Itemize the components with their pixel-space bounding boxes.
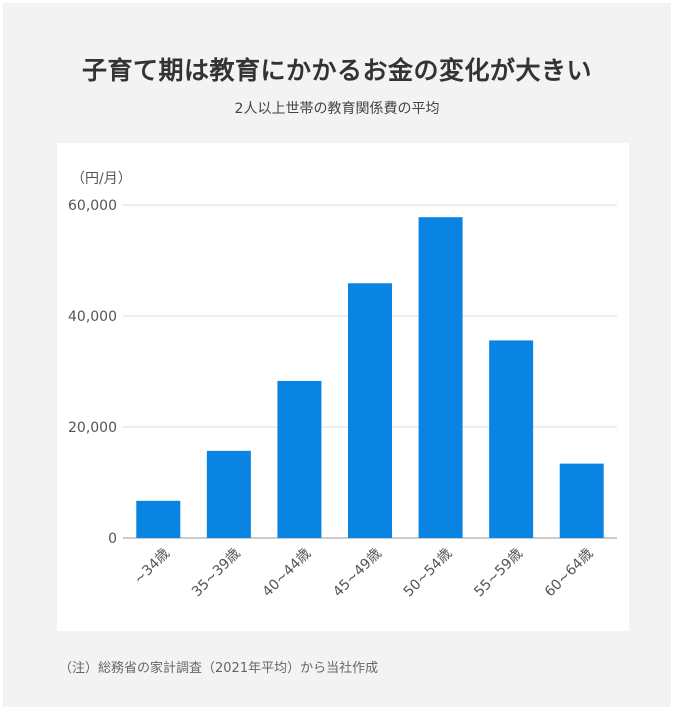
x-axis-ticks: ~34歳 35~39歳 40~44歳 45~49歳 50~54歳 55~59歳 60~64歳 xyxy=(131,546,597,601)
bar xyxy=(277,380,322,538)
x-tick-label: 60~64歳 xyxy=(542,546,597,601)
x-tick-label: 55~59歳 xyxy=(471,546,526,601)
x-tick-label: 40~44歳 xyxy=(260,546,315,601)
y-tick-label: 0 xyxy=(108,531,117,547)
bar xyxy=(348,283,392,538)
x-tick-label: 35~39歳 xyxy=(189,546,244,601)
bar xyxy=(489,340,534,538)
y-unit-label: （円/月） xyxy=(71,171,132,187)
bar xyxy=(559,463,604,538)
chart-card: 子育て期は教育にかかるお金の変化が大きい 2人以上世帯の教育関係費の平均 （円/… xyxy=(3,3,671,707)
chart-title: 子育て期は教育にかかるお金の変化が大きい xyxy=(81,56,592,85)
y-axis-ticks: 0 20,000 40,000 60,000 xyxy=(68,198,117,547)
plot-panel: （円/月） 0 20,000 40,000 60,000 ~34歳 35~39歳 40~4… xyxy=(57,143,629,631)
source-note: （注）総務省の家計調査（2021年平均）から当社作成 xyxy=(59,661,379,676)
bar xyxy=(418,217,463,538)
bar-chart: （円/月） 0 20,000 40,000 60,000 ~34歳 35~39歳 40~4… xyxy=(68,171,617,601)
x-tick-label: 45~49歳 xyxy=(330,546,385,601)
chart-subtitle: 2人以上世帯の教育関係費の平均 xyxy=(234,101,440,117)
y-tick-label: 60,000 xyxy=(68,198,117,214)
bar xyxy=(206,450,251,538)
bars xyxy=(136,217,604,538)
bar xyxy=(136,500,181,538)
x-tick-label: 50~54歳 xyxy=(401,546,456,601)
x-tick-label: ~34歳 xyxy=(131,546,173,588)
y-tick-label: 40,000 xyxy=(68,309,117,325)
y-tick-label: 20,000 xyxy=(68,420,117,436)
